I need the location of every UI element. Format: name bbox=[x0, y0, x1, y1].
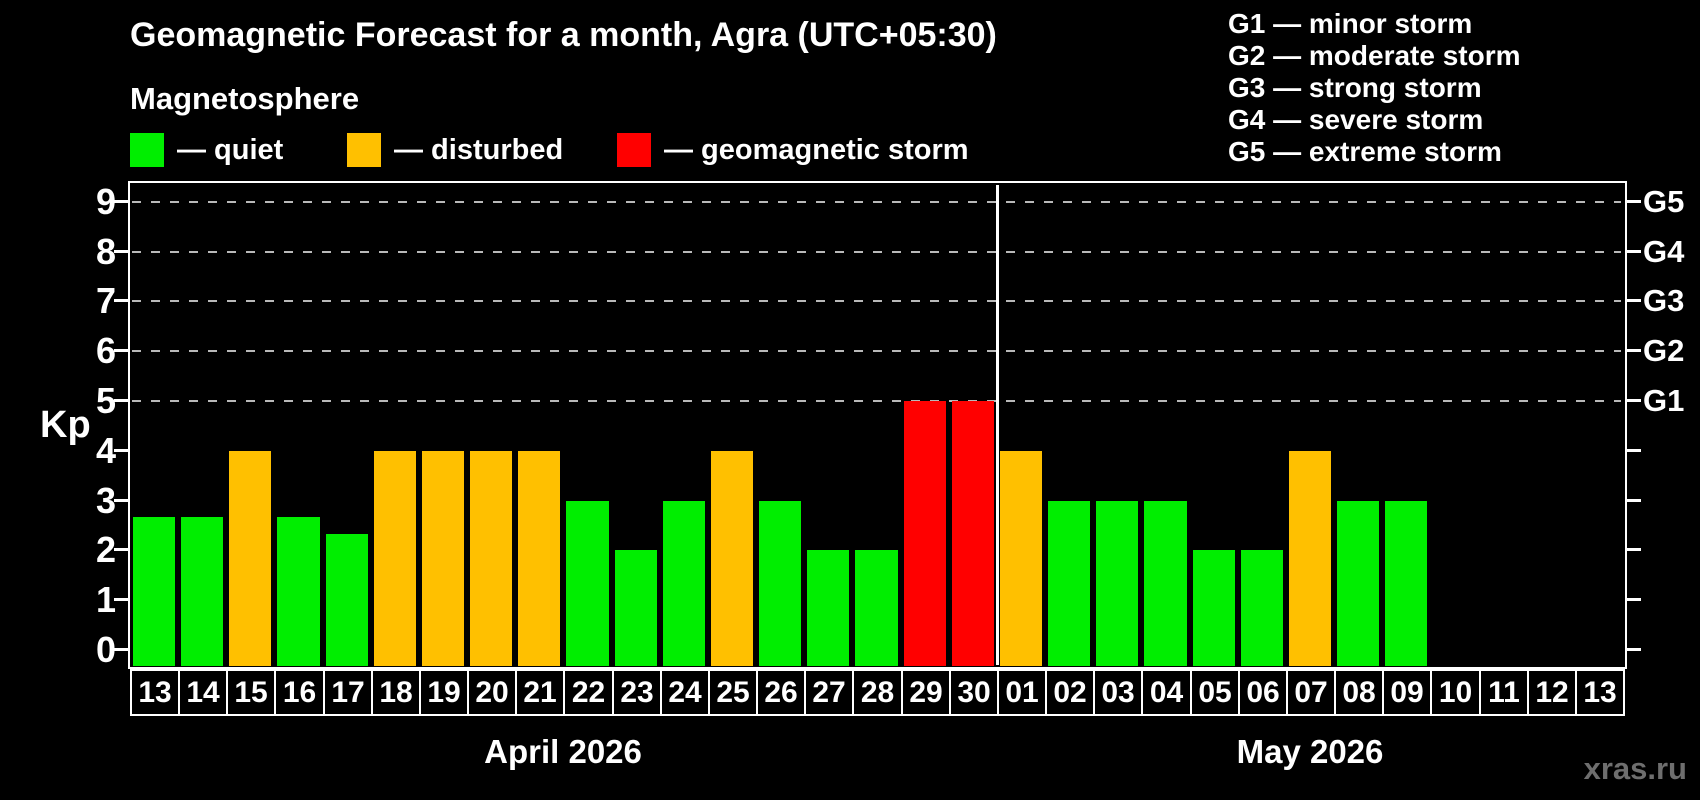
y-tick-mark bbox=[114, 299, 128, 303]
day-cell: 06 bbox=[1238, 669, 1288, 716]
y-tick-mark bbox=[114, 648, 128, 651]
day-cell: 27 bbox=[804, 669, 854, 716]
g-scale-legend: G1 — minor storm G2 — moderate storm G3 … bbox=[1228, 8, 1521, 168]
quiet-swatch-icon bbox=[130, 133, 164, 167]
right-tick-mark bbox=[1627, 598, 1641, 602]
y-tick-label: 3 bbox=[95, 479, 116, 521]
y-tick-label: 6 bbox=[95, 330, 116, 372]
y-tick-mark bbox=[114, 498, 128, 502]
watermark: xras.ru bbox=[1583, 751, 1687, 786]
day-cell: 24 bbox=[660, 669, 710, 716]
plot-area bbox=[128, 181, 1627, 669]
day-cell: 14 bbox=[178, 669, 228, 716]
right-axis-label-g5: G5 bbox=[1643, 183, 1685, 219]
g-scale-line-g3: G3 — strong storm bbox=[1228, 72, 1482, 103]
y-tick-mark bbox=[114, 349, 128, 353]
legend-item-storm: — geomagnetic storm bbox=[617, 132, 969, 168]
day-cell: 03 bbox=[1093, 669, 1143, 716]
y-tick-label: 8 bbox=[95, 230, 116, 272]
right-axis-label-g2: G2 bbox=[1643, 333, 1685, 369]
right-tick-mark bbox=[1627, 399, 1641, 402]
day-cell: 07 bbox=[1286, 669, 1336, 716]
day-cell: 05 bbox=[1190, 669, 1240, 716]
day-cell: 12 bbox=[1527, 669, 1577, 716]
day-cell: 16 bbox=[274, 669, 325, 716]
day-axis: 13 14 15 16 17 18 19 20 21 22 23 24 25 26 27 28 29 30 01 02… bbox=[130, 669, 1626, 716]
chart-title: Geomagnetic Forecast for a month, Agra (… bbox=[130, 16, 997, 54]
day-cell: 30 bbox=[949, 669, 999, 716]
day-cell: 21 bbox=[515, 669, 565, 716]
month-label-april: April 2026 bbox=[484, 733, 642, 770]
legend-label-quiet: — quiet bbox=[177, 133, 284, 166]
chart-subtitle: Magnetosphere bbox=[130, 81, 360, 116]
g-scale-line-g2: G2 — moderate storm bbox=[1228, 40, 1521, 71]
day-cell: 22 bbox=[563, 669, 614, 716]
g-scale-line-g1: G1 — minor storm bbox=[1228, 8, 1473, 39]
legend-item-quiet: — quiet bbox=[130, 132, 283, 168]
g-scale-line-g4: G4 — severe storm bbox=[1228, 104, 1484, 135]
y-tick-mark bbox=[114, 448, 128, 452]
day-cell: 18 bbox=[371, 669, 421, 716]
storm-swatch-icon bbox=[617, 133, 651, 167]
right-tick-mark bbox=[1627, 349, 1641, 353]
day-cell: 28 bbox=[852, 669, 903, 716]
legend-label-disturbed: — disturbed bbox=[394, 133, 564, 166]
day-cell: 01 bbox=[997, 669, 1047, 716]
y-tick-mark bbox=[114, 199, 128, 203]
y-tick-label: 9 bbox=[95, 180, 116, 222]
day-cell: 04 bbox=[1141, 669, 1192, 716]
day-cell: 10 bbox=[1430, 669, 1481, 716]
g-scale-line-g5: G5 — extreme storm bbox=[1228, 136, 1502, 167]
right-tick-mark bbox=[1627, 299, 1641, 303]
disturbed-swatch-icon bbox=[347, 133, 381, 167]
day-cell: 15 bbox=[226, 669, 276, 716]
y-tick-mark bbox=[114, 548, 128, 552]
y-tick-label: 0 bbox=[95, 629, 116, 670]
day-cell: 20 bbox=[467, 669, 517, 716]
right-tick-mark bbox=[1627, 249, 1641, 253]
y-tick-mark bbox=[114, 399, 128, 402]
right-tick-mark bbox=[1627, 448, 1641, 452]
day-cell: 26 bbox=[756, 669, 806, 716]
y-tick-label: 2 bbox=[95, 529, 116, 571]
day-cell: 13 bbox=[1575, 669, 1625, 716]
legend-label-storm: — geomagnetic storm bbox=[664, 133, 969, 166]
y-tick-label: 1 bbox=[95, 579, 116, 621]
y-axis-title: Kp bbox=[40, 404, 91, 446]
day-cell: 19 bbox=[419, 669, 469, 716]
day-cell: 02 bbox=[1045, 669, 1095, 716]
day-cell: 25 bbox=[708, 669, 758, 716]
day-cell: 08 bbox=[1334, 669, 1384, 716]
day-cell: 13 bbox=[130, 669, 180, 716]
day-cell: 09 bbox=[1382, 669, 1432, 716]
right-axis-label-g3: G3 bbox=[1643, 283, 1685, 319]
y-tick-mark bbox=[114, 249, 128, 253]
legend-item-disturbed: — disturbed bbox=[347, 132, 563, 168]
y-tick-mark bbox=[114, 598, 128, 602]
right-tick-mark bbox=[1627, 498, 1641, 502]
day-cell: 11 bbox=[1479, 669, 1529, 716]
month-label-may: May 2026 bbox=[1236, 733, 1384, 770]
right-tick-mark bbox=[1627, 648, 1641, 651]
right-tick-mark bbox=[1627, 548, 1641, 552]
right-axis-label-g1: G1 bbox=[1643, 383, 1685, 418]
day-cell: 29 bbox=[901, 669, 951, 716]
day-cell: 23 bbox=[612, 669, 662, 716]
day-cell: 17 bbox=[323, 669, 373, 716]
right-axis-label-g4: G4 bbox=[1643, 233, 1685, 269]
y-tick-label: 7 bbox=[95, 280, 116, 322]
right-tick-mark bbox=[1627, 199, 1641, 203]
